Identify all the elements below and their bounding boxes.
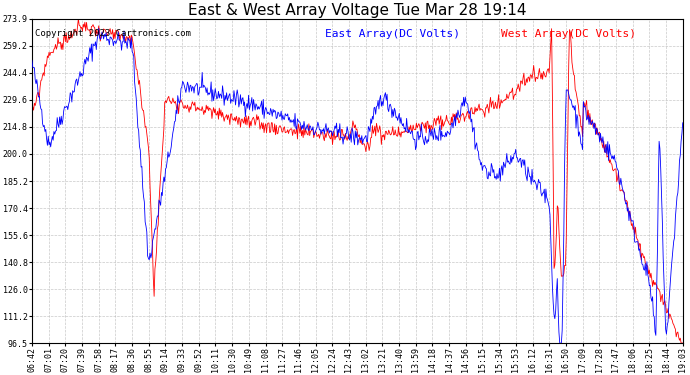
Text: West Array(DC Volts): West Array(DC Volts) — [500, 28, 635, 39]
Text: Copyright 2023 Cartronics.com: Copyright 2023 Cartronics.com — [35, 28, 191, 38]
Text: East Array(DC Volts): East Array(DC Volts) — [325, 28, 460, 39]
Title: East & West Array Voltage Tue Mar 28 19:14: East & West Array Voltage Tue Mar 28 19:… — [188, 3, 526, 18]
